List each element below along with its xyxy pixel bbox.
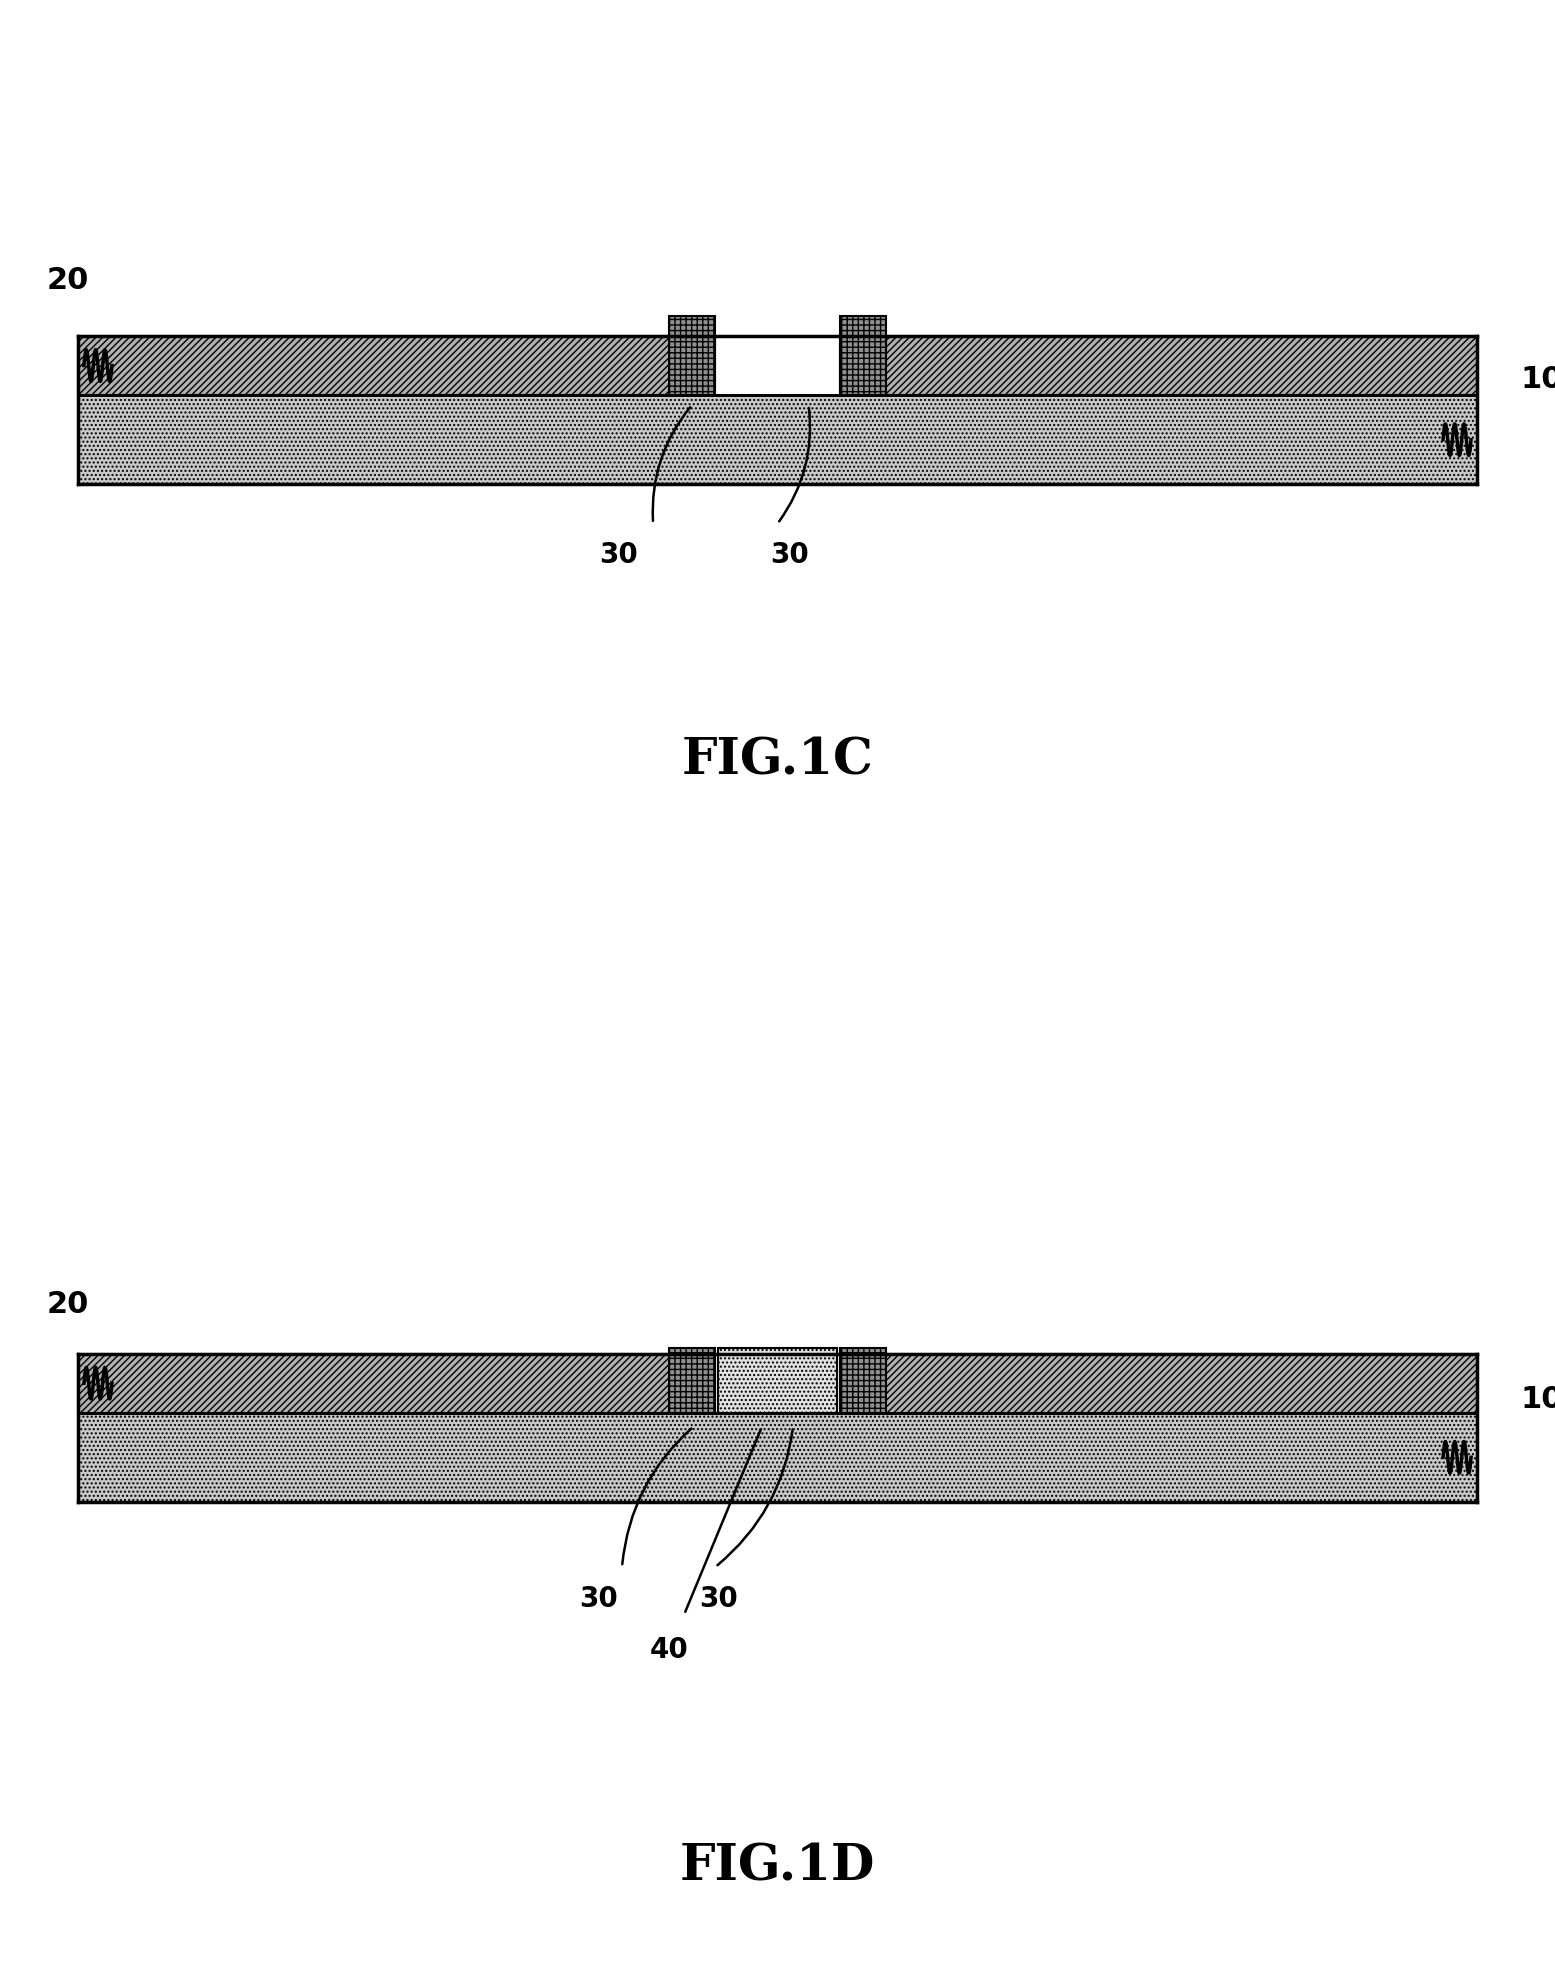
Text: 30: 30	[700, 1585, 737, 1612]
Text: 30: 30	[600, 541, 638, 569]
Bar	[78, 1413, 1477, 1502]
Bar	[669, 316, 715, 395]
Text: 10: 10	[1521, 1385, 1555, 1413]
Bar	[78, 336, 715, 395]
Bar	[840, 316, 886, 395]
Text: 30: 30	[580, 1585, 617, 1612]
Text: 10: 10	[1521, 366, 1555, 393]
Text: 20: 20	[47, 1290, 89, 1318]
Text: FIG.1D: FIG.1D	[680, 1844, 875, 1891]
Bar	[669, 1348, 715, 1413]
Bar	[718, 1348, 837, 1413]
Bar	[840, 336, 1477, 395]
Bar	[78, 395, 1477, 484]
Text: 30: 30	[771, 541, 809, 569]
Bar	[78, 1354, 715, 1413]
Bar	[840, 1354, 1477, 1413]
Bar	[840, 1348, 886, 1413]
Text: 40: 40	[650, 1636, 687, 1664]
Text: FIG.1C: FIG.1C	[681, 737, 874, 784]
Text: 20: 20	[47, 267, 89, 294]
